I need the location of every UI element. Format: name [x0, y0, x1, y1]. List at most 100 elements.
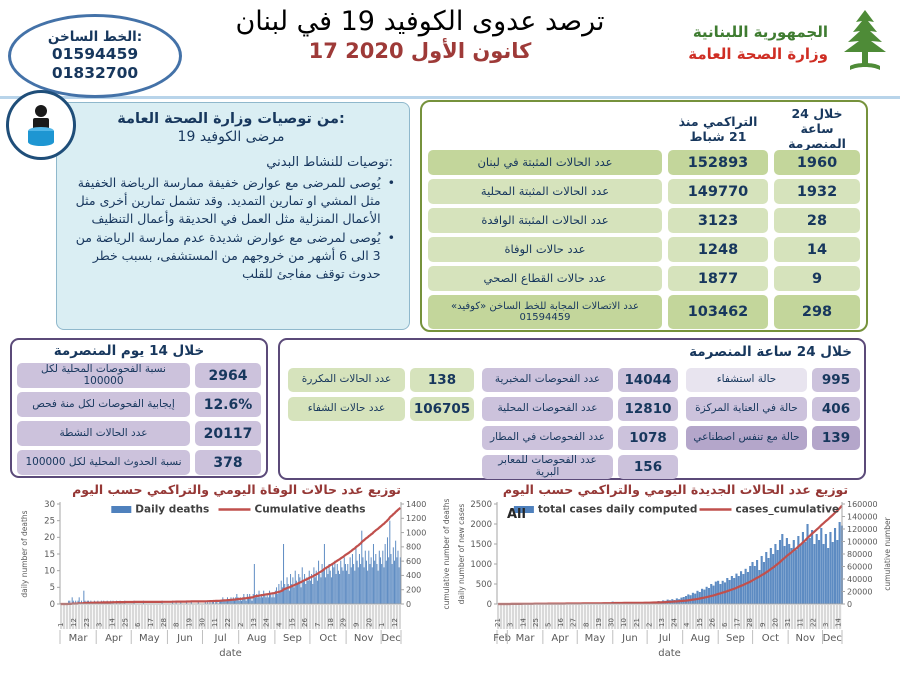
svg-text:0: 0	[50, 600, 55, 610]
svg-text:Aug: Aug	[247, 633, 267, 644]
svg-text:800: 800	[406, 543, 421, 552]
svg-text:12: 12	[70, 618, 78, 627]
svg-text:500: 500	[476, 580, 492, 590]
svg-text:1: 1	[57, 623, 65, 627]
row-cumulative-value: 1877	[668, 266, 768, 291]
bullet-text: يُوصى لمرضى مع عوارض شديدة عدم ممارسة ال…	[75, 230, 381, 281]
svg-text:total cases daily computed: total cases daily computed	[538, 504, 698, 516]
svg-text:12: 12	[391, 618, 399, 627]
svg-text:4: 4	[275, 622, 283, 627]
row-label: عدد الفحوصات المحلية	[482, 397, 613, 421]
svg-text:600: 600	[406, 557, 421, 566]
svg-text:25: 25	[532, 618, 540, 627]
table-row: عدد الحالات المثبتة في لبنان 152893 1960	[428, 150, 860, 175]
svg-text:4: 4	[683, 622, 691, 627]
announcer-icon	[6, 90, 76, 160]
bullet-text: يُوصى للمرضى مع عوارض خفيفة ممارسة الريا…	[75, 175, 381, 226]
table-row: عدد حالات الوفاة 1248 14	[428, 237, 860, 262]
ministry-name: الجمهورية اللبنانية وزارة الصحة العامة	[688, 21, 828, 66]
svg-text:23: 23	[83, 618, 91, 627]
recovery-group: عدد الحالات المكررة 138 عدد حالات الشفاء…	[288, 368, 474, 426]
column-header-24h: خلال 24 ساعة المنصرمة	[788, 106, 846, 151]
svg-text:27: 27	[570, 618, 578, 627]
svg-text:Mar: Mar	[516, 633, 536, 644]
row-label: عدد الفحوصات في المطار	[482, 426, 613, 450]
table-row: عدد الحالات المثبتة المحلية 149770 1932	[428, 179, 860, 204]
row-cumulative-value: 103462	[668, 295, 768, 329]
svg-text:Nov: Nov	[796, 633, 816, 644]
svg-text:15: 15	[696, 618, 704, 627]
row-label: عدد حالات القطاع الصحي	[428, 266, 662, 291]
svg-text:Dec: Dec	[381, 633, 400, 644]
svg-text:80000: 80000	[847, 550, 872, 559]
svg-text:3: 3	[507, 623, 515, 627]
svg-text:200: 200	[406, 586, 421, 595]
svg-text:160000: 160000	[847, 500, 878, 509]
row-cumulative-value: 152893	[668, 150, 768, 175]
table-row: نسبة الحدوث المحلية لكل 100000 378	[17, 450, 261, 475]
svg-text:31: 31	[784, 618, 792, 627]
svg-text:20: 20	[365, 618, 373, 627]
row-value: 2964	[195, 363, 261, 388]
row-cumulative-value: 3123	[668, 208, 768, 233]
recommendations-section-label: توصيات للنشاط البدني:	[266, 155, 393, 170]
row-24h-value: 9	[774, 266, 860, 291]
cases-chart: توزيع عدد الحالات الجديدة اليومي والتراك…	[455, 482, 896, 674]
svg-text:15: 15	[288, 618, 296, 627]
svg-text:10: 10	[620, 618, 628, 627]
svg-text:Oct: Oct	[762, 633, 779, 644]
svg-text:3: 3	[822, 623, 830, 627]
svg-text:2500: 2500	[470, 500, 492, 510]
table-row: عدد حالات القطاع الصحي 1877 9	[428, 266, 860, 291]
svg-text:15: 15	[44, 550, 55, 560]
svg-text:Apr: Apr	[551, 633, 569, 644]
svg-text:Dec: Dec	[823, 633, 842, 644]
svg-text:1500: 1500	[470, 540, 492, 550]
table-row: نسبة الفحوصات المحلية لكل 100000 2964	[17, 363, 261, 388]
svg-text:19: 19	[186, 618, 194, 627]
svg-text:17: 17	[734, 618, 742, 627]
svg-text:17: 17	[147, 618, 155, 627]
row-value: 138	[410, 368, 474, 392]
row-label: عدد الفحوصات للمعابر البرية	[482, 455, 613, 479]
svg-text:0: 0	[406, 600, 411, 609]
svg-text:2000: 2000	[470, 520, 492, 530]
svg-text:11: 11	[211, 618, 219, 627]
svg-text:Aug: Aug	[691, 633, 711, 644]
svg-text:24: 24	[671, 618, 679, 627]
svg-text:Mar: Mar	[69, 633, 89, 644]
svg-text:10: 10	[44, 566, 55, 576]
row-label: نسبة الحدوث المحلية لكل 100000	[17, 450, 190, 475]
table-row: حالة مع تنفس اصطناعي 139	[686, 426, 860, 450]
tests-group: عدد الفحوصات المخبرية 14044 عدد الفحوصات…	[482, 368, 678, 484]
table-row: عدد الفحوصات للمعابر البرية 156	[482, 455, 678, 479]
svg-text:400: 400	[406, 571, 421, 580]
svg-text:40000: 40000	[847, 575, 872, 584]
column-header-cumulative: التراكمي منذ 21 شباط	[678, 113, 758, 144]
row-24h-value: 1960	[774, 150, 860, 175]
hotline-label: الخط الساخن:	[47, 28, 143, 45]
row-cumulative-value: 149770	[668, 179, 768, 204]
svg-text:Jun: Jun	[176, 633, 193, 644]
svg-text:1200: 1200	[406, 514, 426, 523]
svg-text:2: 2	[237, 623, 245, 627]
row-value: 139	[812, 426, 860, 450]
svg-text:16: 16	[557, 618, 565, 627]
svg-text:60000: 60000	[847, 562, 872, 571]
page-title-block: ترصد عدوى الكوفيد 19 في لبنان 17 كانون ا…	[185, 6, 655, 63]
table-row: حالة في العناية المركزة 406	[686, 397, 860, 421]
header-divider	[0, 96, 900, 99]
row-label: حالة استشفاء	[686, 368, 807, 392]
svg-text:May: May	[585, 633, 606, 644]
list-item: • يُوصى للمرضى مع عوارض خفيفة ممارسة الر…	[67, 174, 395, 227]
report-date: 17 كانون الأول 2020	[308, 39, 532, 63]
recommendations-subtitle-patients: مرضى الكوفيد 19	[177, 129, 285, 145]
svg-text:26: 26	[708, 618, 716, 627]
bullet-icon: •	[387, 230, 395, 246]
svg-text:8: 8	[173, 623, 181, 627]
recommendations-title: من توصيات وزارة الصحة العامة:	[117, 111, 345, 127]
svg-text:Oct: Oct	[319, 633, 336, 644]
row-value: 378	[195, 450, 261, 475]
row-24h-value: 298	[774, 295, 860, 329]
table-row: عدد حالات الشفاء 106705	[288, 397, 474, 421]
